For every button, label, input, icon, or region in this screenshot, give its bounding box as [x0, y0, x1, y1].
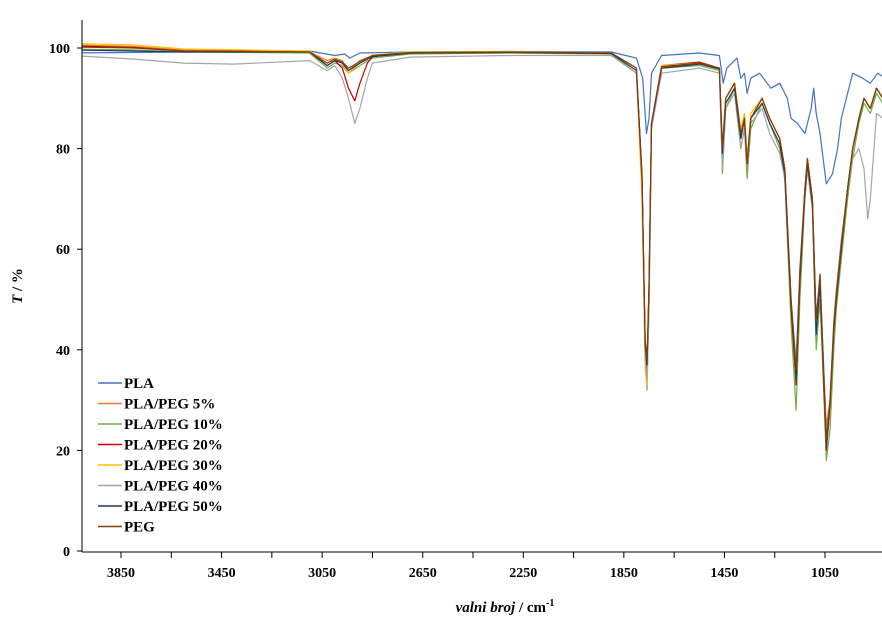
y-tick-label: 100 [49, 42, 70, 57]
legend-label-pla-peg-50: PLA/PEG 50% [124, 499, 223, 515]
legend-label-pla: PLA [124, 376, 154, 392]
legend-label-pla-peg-10: PLA/PEG 10% [124, 417, 223, 433]
series-line-pla-peg-40 [82, 54, 882, 436]
x-tick-label: 1450 [710, 566, 738, 581]
legend-label-peg: PEG [124, 520, 155, 536]
x-tick-label: 3050 [308, 566, 336, 581]
legend-label-pla-peg-20: PLA/PEG 20% [124, 438, 223, 454]
y-tick-label: 40 [56, 344, 70, 359]
axes-layer: 0 20 40 60 80 100 3850 3450 3050 2650 2250 1850 1450… [49, 20, 882, 581]
x-tick-label: 1050 [811, 566, 839, 581]
x-tick-label: 2250 [509, 566, 537, 581]
y-tick-label: 80 [56, 143, 70, 158]
y-axis-title: T / % [10, 268, 26, 304]
legend-label-pla-peg-40: PLA/PEG 40% [124, 479, 223, 495]
x-tick-label: 3850 [107, 566, 135, 581]
x-tick-label: 2650 [409, 566, 437, 581]
legend: PLA PLA/PEG 5% PLA/PEG 10% PLA/PEG 20% PLA/P… [98, 376, 223, 536]
legend-label-pla-peg-5: PLA/PEG 5% [124, 397, 215, 413]
y-tick-label: 20 [56, 444, 70, 459]
series-layer [82, 43, 882, 462]
legend-label-pla-peg-30: PLA/PEG 30% [124, 458, 223, 474]
series-line-peg [82, 46, 882, 441]
x-axis-title: valni broj / cm-1 [456, 598, 555, 616]
y-tick-label: 60 [56, 243, 70, 258]
y-tick-label: 0 [63, 545, 70, 560]
x-tick-label: 1850 [610, 566, 638, 581]
x-tick-label: 3450 [208, 566, 236, 581]
